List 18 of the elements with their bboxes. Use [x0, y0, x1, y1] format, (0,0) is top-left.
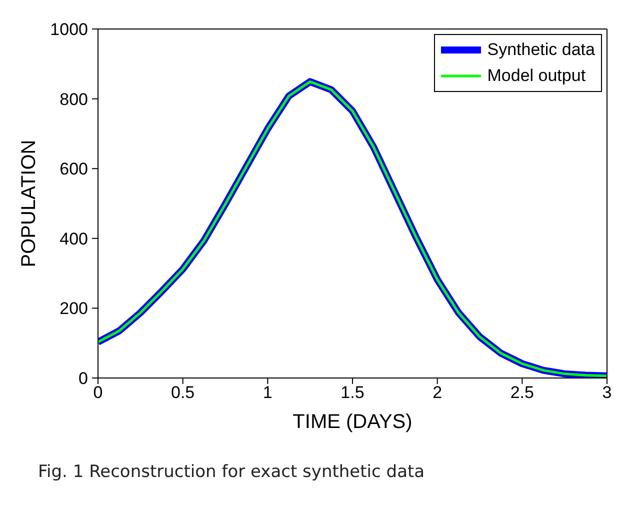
x-tick-label: 2.5 — [510, 383, 534, 402]
y-tick-label: 400 — [60, 229, 88, 248]
caption: Fig. 1 Reconstruction for exact synthetic data — [38, 462, 426, 482]
y-tick-label: 0 — [78, 369, 88, 388]
x-tick-label: 1 — [262, 383, 272, 402]
x-tick-label: 0 — [93, 383, 103, 402]
y-tick-label: 1000 — [50, 20, 88, 40]
legend-label: Synthetic data — [487, 39, 595, 61]
y-axis-title: POPULATION — [18, 140, 40, 268]
x-tick-label: 1.5 — [340, 383, 364, 402]
x-tick-label: 0.5 — [171, 383, 195, 402]
y-tick-label: 600 — [60, 160, 88, 179]
legend-label: Model output — [487, 65, 586, 87]
y-tick-label: 800 — [60, 90, 88, 109]
x-axis-title: TIME (DAYS) — [292, 411, 412, 433]
y-tick-label: 200 — [60, 299, 88, 318]
x-tick-label: 2 — [432, 383, 442, 402]
x-tick-label: 3 — [602, 383, 612, 402]
